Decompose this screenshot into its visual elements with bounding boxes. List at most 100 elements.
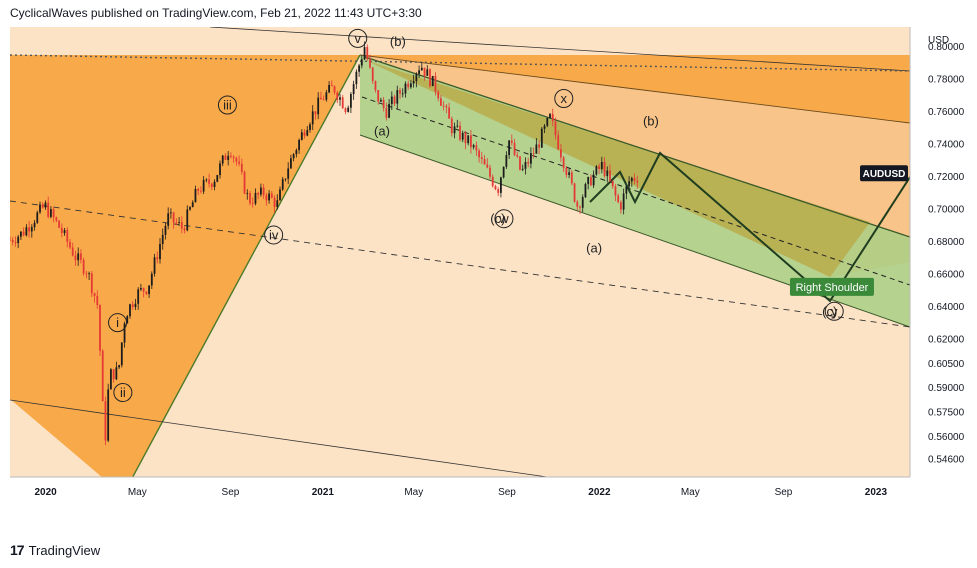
candle-body [325, 92, 328, 100]
candle-body [33, 222, 36, 228]
candle-body [110, 369, 112, 390]
candle-body [363, 47, 366, 60]
candle-body [557, 135, 560, 150]
y-tick-label: 0.59000 [928, 383, 965, 394]
candle-body [178, 222, 180, 223]
candle-body [505, 155, 508, 167]
publish-header: CyclicalWaves published on TradingView.c… [10, 6, 422, 20]
candle-body [191, 202, 194, 208]
candle-body [134, 303, 137, 308]
candle-body [565, 167, 568, 175]
candle-body [448, 107, 450, 119]
lower-trend-line [10, 399, 551, 477]
x-tick-label: May [681, 487, 700, 498]
candle-body [55, 217, 58, 221]
candle-body [489, 167, 491, 177]
candle-body [284, 178, 287, 180]
candle-body [369, 59, 371, 68]
candle-body [546, 118, 549, 126]
candle-body [358, 65, 360, 72]
candle-body [399, 90, 401, 94]
tradingview-logo-icon: 17 [10, 542, 25, 558]
wave-label-circle [554, 88, 574, 108]
candle-body [107, 389, 110, 441]
candle-body [265, 195, 268, 201]
candle-body [434, 75, 437, 92]
candle-body [52, 209, 55, 218]
candle-body [527, 161, 530, 164]
candle-body [74, 255, 77, 261]
candle-body [210, 183, 213, 187]
candle-body [486, 164, 489, 168]
candle-body [194, 188, 197, 203]
candle-body [99, 305, 101, 351]
wave-label: v [354, 31, 361, 46]
annotation-box [789, 277, 874, 296]
candle-body [390, 96, 393, 105]
candle-body [579, 206, 581, 208]
candle-body [543, 125, 546, 129]
candle-body [137, 289, 140, 304]
candle-body [341, 97, 344, 109]
wave-label: (c) [490, 211, 505, 226]
candle-body [410, 83, 412, 88]
candle-body [377, 90, 380, 102]
wave-label-circle [264, 225, 284, 245]
candle-body [412, 81, 415, 84]
x-tick-label: May [404, 487, 423, 498]
candle-body [232, 156, 235, 158]
candle-body [172, 212, 175, 223]
candle-body [401, 93, 404, 95]
candle-body [440, 98, 442, 106]
candle-body [118, 365, 120, 368]
candle-body [388, 104, 390, 118]
candle-body [183, 228, 186, 231]
wave-label: iv [269, 227, 279, 242]
candle-body [93, 293, 96, 297]
wave-label: (b) [643, 114, 659, 129]
candle-body [521, 168, 524, 170]
candle-body [636, 180, 639, 183]
candle-body [290, 158, 292, 169]
y-tick-label: 0.76000 [928, 107, 965, 118]
candle-body [497, 189, 500, 193]
candle-body [625, 186, 628, 194]
candle-body [590, 177, 592, 186]
y-tick-label: 0.78000 [928, 74, 965, 85]
wave-label: (a) [374, 123, 390, 138]
candle-body [292, 154, 295, 159]
candle-body [140, 288, 142, 290]
wave-label-circle [348, 28, 368, 48]
candle-body [415, 73, 418, 82]
candle-body [216, 175, 219, 182]
candle-body [453, 126, 456, 134]
badge-text: AUDUSD [863, 169, 906, 180]
candle-body [532, 153, 535, 154]
candle-body [306, 129, 309, 136]
candle-body [268, 193, 270, 201]
candle-body [221, 155, 224, 164]
candle-body [611, 180, 614, 187]
candle-body [328, 84, 330, 93]
candle-body [355, 71, 358, 85]
candle-body [382, 99, 385, 108]
candle-body [371, 67, 374, 81]
candle-body [570, 172, 573, 184]
candle-body [257, 192, 260, 195]
candle-body [491, 176, 494, 186]
wave-label: i [116, 315, 119, 330]
tradingview-brand[interactable]: 17 TradingView [10, 542, 100, 558]
candle-body [251, 203, 254, 205]
candle-body [600, 161, 603, 169]
candle-body [287, 168, 290, 179]
candle-body [513, 142, 516, 156]
candle-body [347, 107, 350, 112]
candle-body [633, 177, 636, 181]
candle-body [175, 222, 178, 224]
x-tick-label: Sep [498, 487, 516, 498]
candle-body [126, 316, 129, 324]
candle-body [243, 171, 246, 194]
y-tick-label: 0.68000 [928, 237, 965, 248]
candle-body [622, 193, 625, 210]
